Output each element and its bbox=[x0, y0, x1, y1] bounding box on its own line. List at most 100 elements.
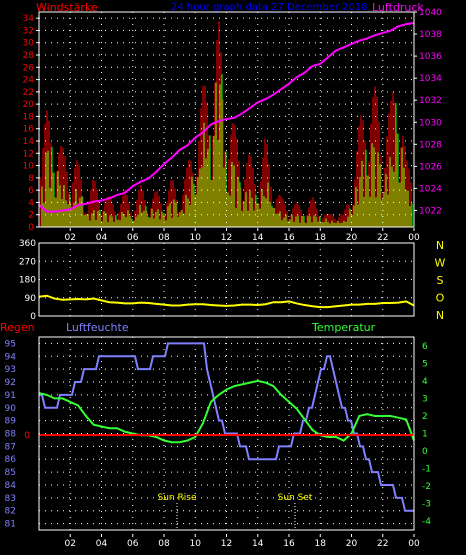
humidity-y-tick-label: 86 bbox=[5, 455, 17, 465]
pressure-y-tick-label: 1040 bbox=[419, 8, 442, 18]
x-tick-label: 04 bbox=[96, 233, 108, 243]
direction-panel-frame bbox=[38, 242, 415, 317]
temperature-y-tick-label: 6 bbox=[422, 342, 428, 352]
temperature-y-tick-label: 2 bbox=[422, 412, 428, 422]
humidity-y-tick-label: 84 bbox=[5, 481, 17, 491]
temperature-y-tick-label: 0 bbox=[422, 447, 428, 457]
pressure-y-tick-label: 1022 bbox=[419, 206, 442, 216]
x-tick-label: 16 bbox=[283, 233, 295, 243]
wind-bars bbox=[40, 21, 413, 227]
rain-zero-label: 0 bbox=[24, 431, 30, 441]
x-tick-label: 08 bbox=[158, 539, 170, 549]
wind-y-tick-label: 28 bbox=[23, 51, 35, 61]
humidity-y-tick-label: 85 bbox=[5, 468, 16, 478]
x-tick-label: 10 bbox=[190, 539, 202, 549]
x-tick-label: 14 bbox=[252, 233, 264, 243]
wind-x-ticks: 02 04 06 08 10 12 14 16 18 20 22 00 bbox=[65, 228, 420, 243]
wind-y-tick-label: 4 bbox=[28, 198, 34, 208]
x-tick-label: 02 bbox=[65, 233, 76, 243]
sunset-label: Sun Set bbox=[278, 493, 313, 503]
humidity-y-tick-label: 93 bbox=[5, 365, 16, 375]
humidity-y-tick-label: 87 bbox=[5, 442, 16, 452]
temperature-y-tick-label: -3 bbox=[422, 500, 431, 510]
x-tick-label: 06 bbox=[127, 539, 139, 549]
temperature-line bbox=[38, 379, 415, 444]
pressure-y-tick-label: 1028 bbox=[419, 140, 442, 150]
wind-y-tick-label: 32 bbox=[23, 26, 34, 36]
humidity-line bbox=[39, 342, 414, 512]
x-tick-label: 12 bbox=[221, 539, 232, 549]
compass-label: W bbox=[435, 257, 446, 270]
sunrise-label: Sun Rise bbox=[158, 493, 197, 503]
compass-label: N bbox=[436, 309, 444, 322]
humidity-y-tick-label: 94 bbox=[5, 352, 17, 362]
wind-y-tick-label: 6 bbox=[28, 186, 34, 196]
wind-y-tick-label: 16 bbox=[23, 125, 35, 135]
compass-label: S bbox=[437, 274, 444, 287]
wind-y-tick-label: 18 bbox=[23, 112, 35, 122]
direction-y-tick-label: 180 bbox=[19, 276, 36, 286]
direction-y-tick-label: 90 bbox=[25, 294, 37, 304]
humidity-y-tick-label: 90 bbox=[5, 404, 17, 414]
wind-y-tick-label: 12 bbox=[23, 149, 34, 159]
x-tick-label: 18 bbox=[315, 539, 327, 549]
wind-y-tick-label: 26 bbox=[23, 63, 35, 73]
pressure-y-tick-label: 1026 bbox=[419, 162, 442, 172]
wind-axis-title: Windstärke bbox=[36, 1, 98, 14]
wind-panel-frame bbox=[38, 11, 415, 228]
x-tick-label: 06 bbox=[127, 233, 139, 243]
temperature-y-tick-label: 4 bbox=[422, 377, 428, 387]
direction-y-tick-label: 270 bbox=[19, 257, 36, 267]
humidity-y-tick-label: 91 bbox=[5, 391, 16, 401]
pressure-y-tick-label: 1038 bbox=[419, 30, 442, 40]
temperature-y-tick-label: 5 bbox=[422, 359, 428, 369]
compass-label: N bbox=[436, 239, 444, 252]
x-tick-label: 20 bbox=[346, 233, 358, 243]
humidity-y-ticks: 81 82 83 84 85 86 87 88 89 90 91 92 93 94 95 bbox=[5, 339, 17, 529]
x-tick-label: 08 bbox=[158, 233, 170, 243]
x-tick-label: 20 bbox=[346, 539, 358, 549]
wind-y-tick-label: 14 bbox=[23, 137, 35, 147]
hum-temp-x-ticks: 02 04 06 08 10 12 14 16 18 20 22 00 bbox=[65, 534, 420, 549]
pressure-y-tick-label: 1036 bbox=[419, 52, 442, 62]
temperature-y-tick-label: 3 bbox=[422, 394, 428, 404]
humidity-temperature-panel: 0 Sun Rise Sun Set 81 82 83 84 85 86 87 88 89 90 9… bbox=[5, 336, 431, 549]
humidity-y-tick-label: 89 bbox=[5, 417, 17, 427]
pressure-axis-title: Luftdruck bbox=[372, 1, 424, 14]
rain-label: Regen bbox=[0, 321, 35, 334]
temperature-y-ticks: -4 -3 -2 -1 0 1 2 3 4 5 6 bbox=[422, 342, 431, 527]
x-tick-label: 18 bbox=[315, 233, 327, 243]
x-tick-label: 12 bbox=[221, 233, 232, 243]
wind-direction-line bbox=[38, 294, 415, 309]
pressure-y-tick-label: 1030 bbox=[419, 118, 442, 128]
pressure-y-tick-label: 1034 bbox=[419, 74, 442, 84]
x-tick-label: 04 bbox=[96, 539, 108, 549]
direction-y-tick-label: 360 bbox=[19, 239, 36, 249]
wind-grid bbox=[39, 12, 414, 227]
pressure-y-ticks: 1022 1024 1026 1028 1030 1032 1034 1036 1038 1040 bbox=[414, 8, 442, 216]
humidity-y-tick-label: 92 bbox=[5, 378, 16, 388]
x-tick-label: 00 bbox=[408, 539, 420, 549]
x-tick-label: 00 bbox=[408, 233, 420, 243]
wind-y-tick-label: 22 bbox=[23, 88, 34, 98]
chart-title: 24 hour graph data 27 December 2018 bbox=[171, 2, 368, 13]
compass-label: O bbox=[436, 292, 445, 305]
x-tick-label: 16 bbox=[283, 539, 295, 549]
pressure-y-tick-label: 1032 bbox=[419, 96, 442, 106]
hum-temp-panel-frame bbox=[38, 336, 415, 531]
temperature-y-tick-label: 1 bbox=[422, 430, 428, 440]
humidity-y-tick-label: 95 bbox=[5, 339, 16, 349]
x-tick-label: 10 bbox=[190, 233, 202, 243]
wind-y-tick-label: 30 bbox=[23, 39, 35, 49]
pressure-y-tick-label: 1024 bbox=[419, 184, 442, 194]
wind-y-tick-label: 10 bbox=[23, 162, 35, 172]
temperature-y-tick-label: -1 bbox=[422, 465, 431, 475]
x-tick-label: 22 bbox=[377, 539, 388, 549]
wind-y-tick-label: 8 bbox=[28, 174, 34, 184]
humidity-y-tick-label: 83 bbox=[5, 494, 16, 504]
